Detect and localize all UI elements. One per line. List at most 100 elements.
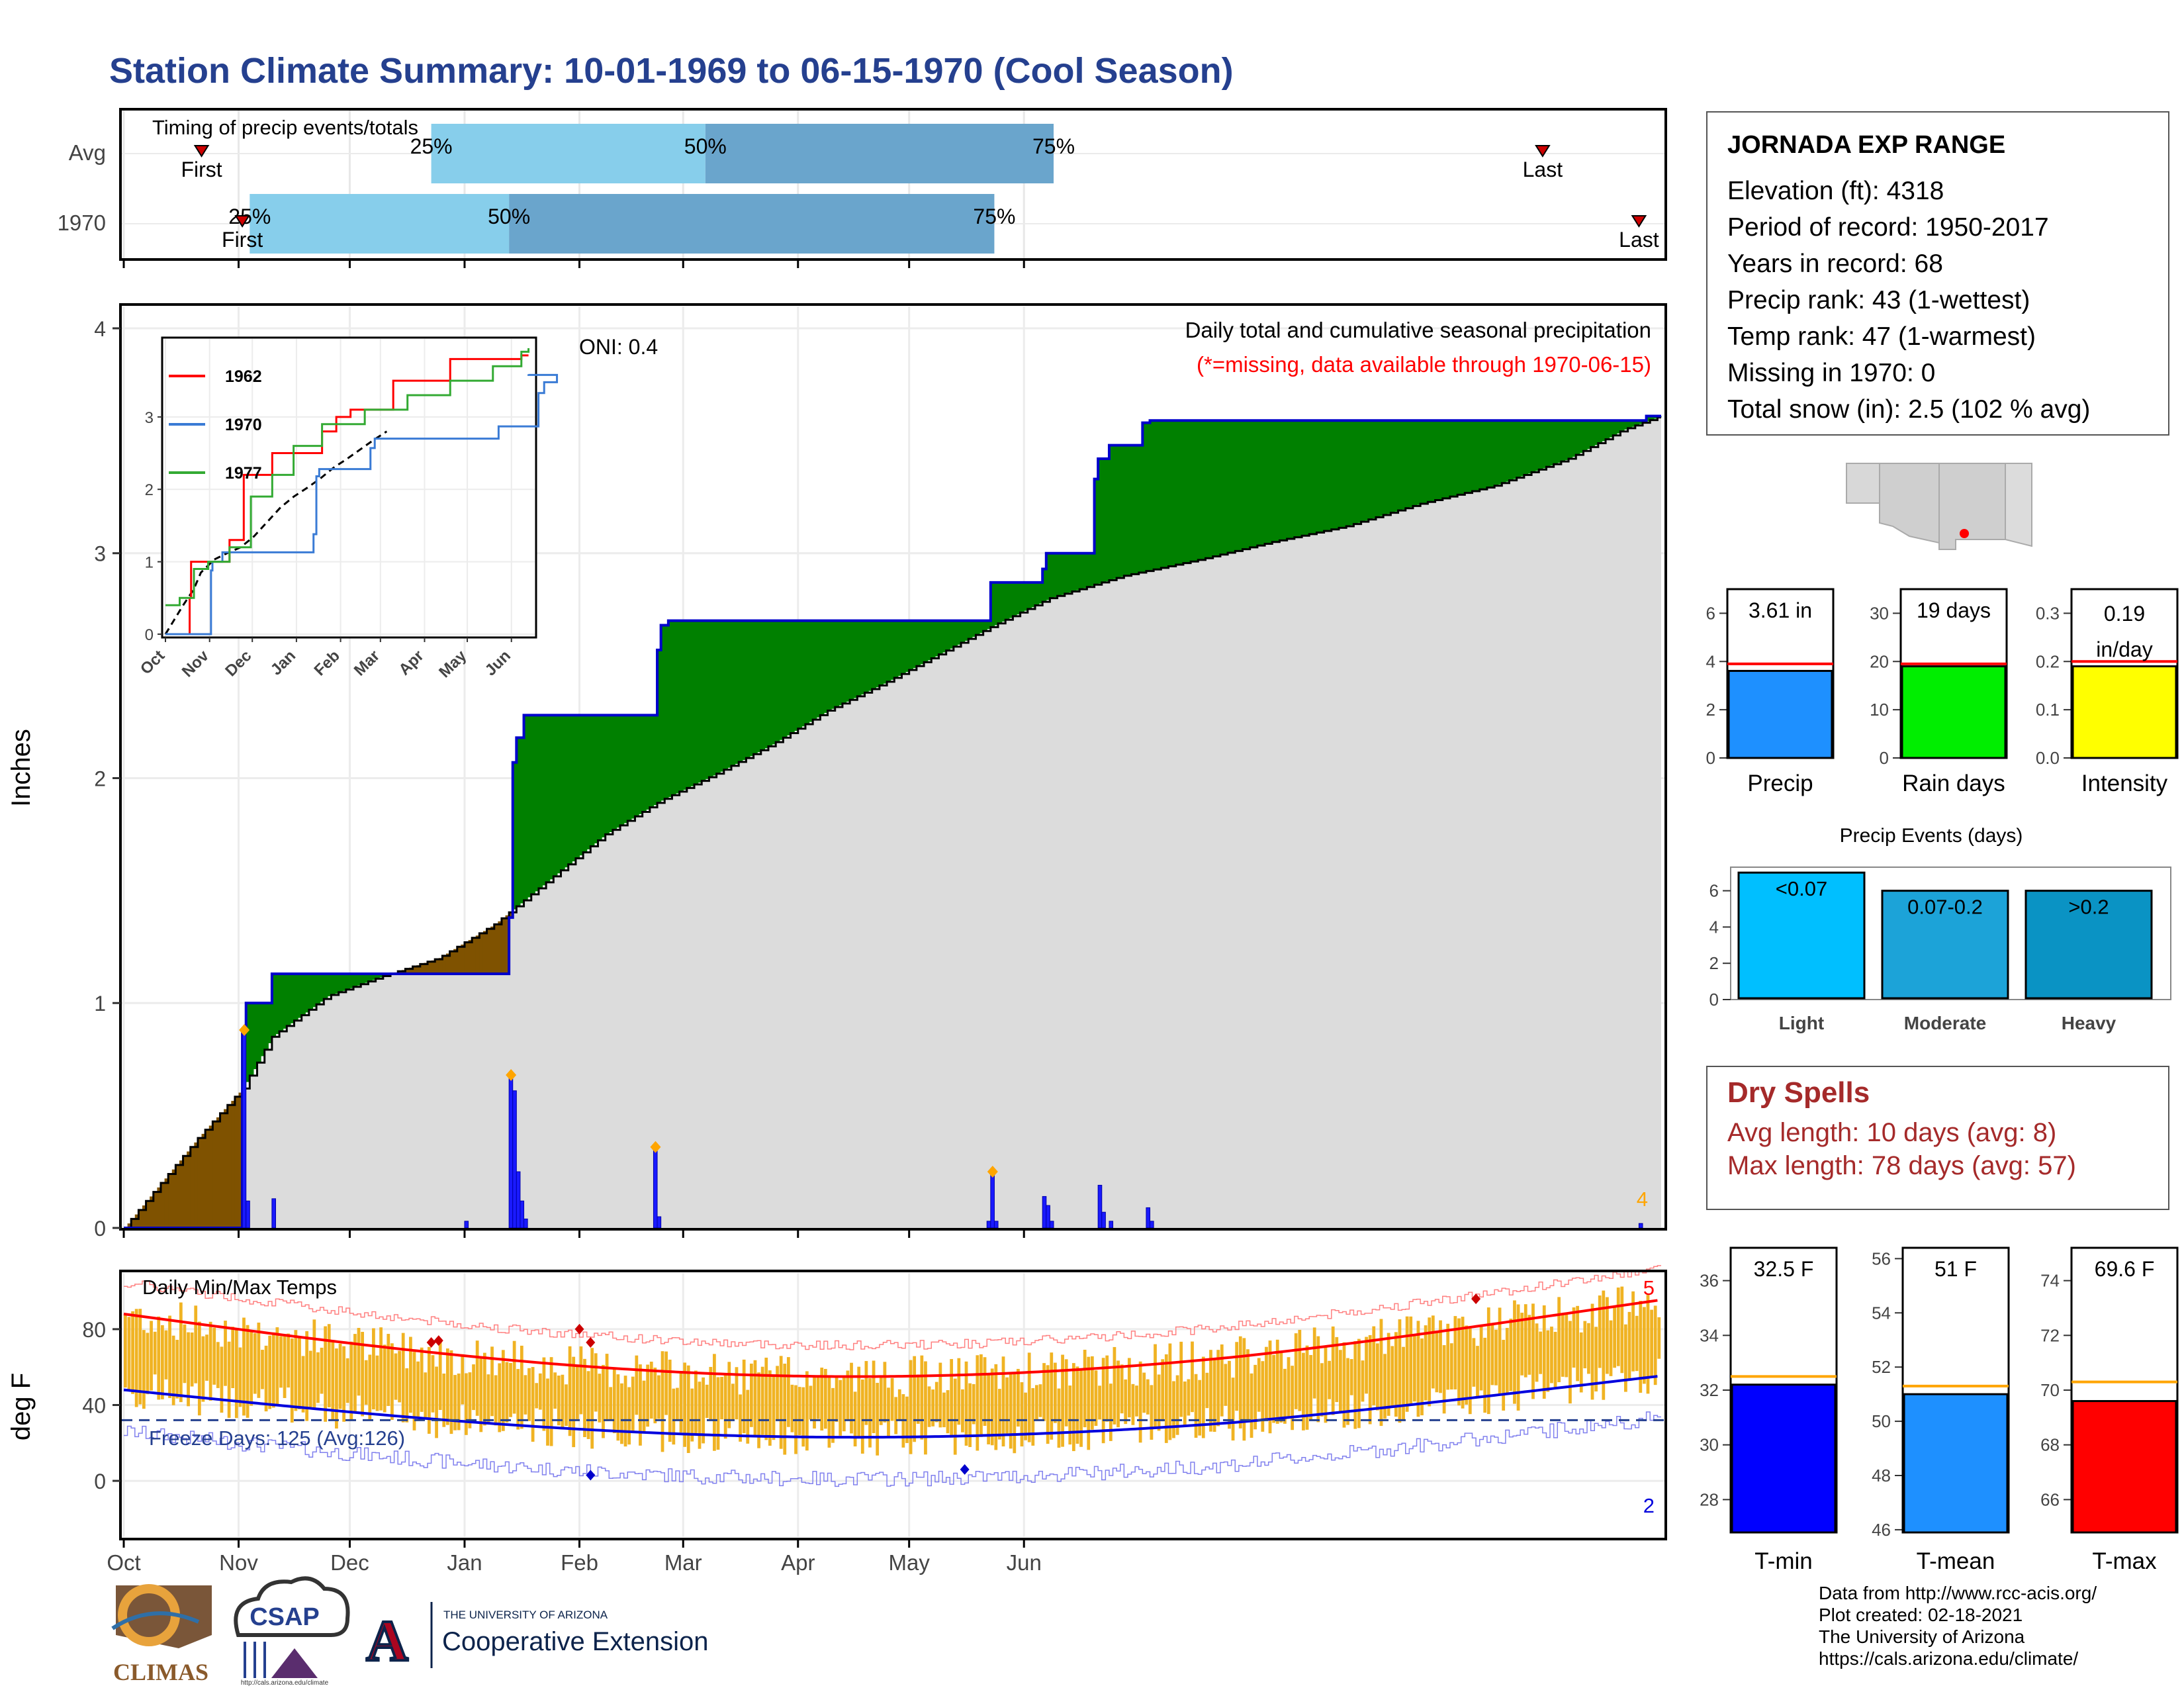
- daily-temp-bar: [809, 1385, 813, 1420]
- surplus-band: [520, 737, 525, 904]
- surplus-band: [1268, 420, 1273, 543]
- daily-temp-bar: [1120, 1364, 1124, 1414]
- daily-temp-bar: [1453, 1316, 1457, 1389]
- daily-temp-bar: [146, 1333, 150, 1395]
- precip-subtitle: Daily total and cumulative seasonal prec…: [1185, 318, 1651, 342]
- deficit-band: [494, 924, 498, 974]
- record-high-marker: [586, 1336, 596, 1348]
- daily-temp-bar: [224, 1321, 227, 1386]
- timing-bar-q25-q50: [431, 124, 705, 183]
- daily-temp-bar: [760, 1366, 764, 1435]
- daily-temp-bar: [627, 1387, 631, 1445]
- surplus-band: [557, 715, 562, 874]
- temp-ytick-label: 80: [82, 1318, 106, 1342]
- credits-url: https://cals.arizona.edu/climate/: [1819, 1648, 2079, 1669]
- csap-logo: CSAP http://cals.arizona.edu/climate: [234, 1576, 350, 1687]
- daily-temp-bar: [1643, 1307, 1646, 1384]
- deficit-band: [212, 1121, 217, 1228]
- daily-temp-bar: [1205, 1372, 1209, 1409]
- surplus-band: [1090, 553, 1095, 586]
- daily-temp-bar: [827, 1376, 831, 1448]
- surplus-band: [1001, 582, 1006, 622]
- daily-temp-bar: [713, 1354, 716, 1451]
- ua-logo: A THE UNIVERSITY OF ARIZONA Cooperative …: [365, 1602, 708, 1675]
- daily-temp-bar: [1009, 1373, 1013, 1449]
- surplus-band: [1238, 420, 1244, 550]
- daily-temp-bar: [320, 1347, 324, 1394]
- daily-temp-bar: [1005, 1377, 1009, 1434]
- daily-temp-bar: [1283, 1368, 1287, 1424]
- surplus-band: [1101, 459, 1106, 583]
- temp-ytick-label: 0: [94, 1470, 106, 1493]
- daily-temp-bar: [298, 1336, 301, 1409]
- surplus-band: [553, 715, 558, 876]
- surplus-band: [657, 649, 662, 803]
- surplus-band: [301, 974, 306, 1015]
- daily-temp-bar: [324, 1326, 328, 1422]
- surplus-band: [1138, 445, 1143, 573]
- station-years: Years in record: 68: [1727, 250, 1943, 278]
- surplus-band: [1305, 420, 1310, 536]
- daily-temp-bar: [639, 1364, 642, 1446]
- daily-temp-bar: [746, 1389, 750, 1444]
- daily-temp-bar: [1127, 1358, 1131, 1418]
- daily-temp-bar: [1387, 1333, 1390, 1416]
- daily-temp-bar: [646, 1364, 650, 1427]
- events-category-label: Heavy: [2062, 1013, 2116, 1033]
- surplus-band: [1653, 416, 1659, 419]
- value-bar: [2071, 665, 2177, 759]
- surplus-band: [549, 715, 554, 880]
- surplus-band: [905, 620, 910, 673]
- deficit-band: [208, 1125, 213, 1228]
- daily-temp-bar: [208, 1321, 212, 1401]
- daily-temp-bar: [783, 1364, 787, 1455]
- surplus-band: [779, 620, 784, 740]
- daily-temp-bar: [1246, 1349, 1250, 1421]
- daily-temp-bar: [850, 1362, 853, 1434]
- daily-temp-bar: [1579, 1332, 1583, 1393]
- bar-value-label: 69.6 F: [2095, 1257, 2155, 1281]
- daily-temp-bar: [1309, 1354, 1312, 1420]
- daily-temp-bar: [890, 1378, 894, 1421]
- surplus-band: [1250, 420, 1254, 547]
- small-ytick-label: 52: [1872, 1357, 1891, 1377]
- surplus-band: [331, 974, 336, 996]
- daily-precip-bar: [1042, 1196, 1047, 1229]
- daily-temp-bar: [1331, 1326, 1335, 1415]
- daily-temp-bar: [772, 1376, 776, 1440]
- deficit-band: [138, 1209, 143, 1228]
- daily-temp-bar: [1342, 1342, 1346, 1428]
- record-max-line: [124, 1265, 1661, 1350]
- daily-temp-bar: [1468, 1328, 1472, 1415]
- daily-temp-bar: [409, 1336, 412, 1413]
- daily-temp-bar: [876, 1383, 880, 1456]
- surplus-band: [1361, 420, 1365, 522]
- deficit-band: [457, 947, 461, 974]
- daily-temp-bar: [972, 1383, 976, 1425]
- inset-ytick-label: 1: [145, 554, 154, 572]
- surplus-band: [879, 620, 884, 686]
- deficit-band: [146, 1201, 150, 1228]
- deficit-band: [131, 1219, 136, 1228]
- surplus-band: [1346, 420, 1351, 526]
- daily-temp-bar: [753, 1360, 757, 1436]
- daily-temp-bar: [1416, 1321, 1420, 1417]
- surplus-band: [1071, 553, 1077, 592]
- surplus-band: [1331, 420, 1336, 530]
- daily-precip-bar: [523, 1218, 528, 1229]
- daily-temp-bar: [1405, 1316, 1409, 1412]
- deficit-band: [134, 1214, 139, 1228]
- events-bar-label: >0.2: [2068, 896, 2109, 919]
- surplus-band: [268, 1003, 273, 1043]
- daily-temp-bar: [1154, 1344, 1157, 1428]
- surplus-band: [946, 620, 950, 651]
- surplus-band: [1535, 420, 1539, 471]
- surplus-band: [1257, 420, 1262, 546]
- daily-temp-bar: [412, 1352, 416, 1430]
- daily-temp-bar: [764, 1357, 768, 1440]
- daily-temp-bar: [453, 1375, 457, 1430]
- daily-temp-bar: [664, 1351, 668, 1415]
- daily-precip-bar: [271, 1198, 277, 1229]
- daily-temp-bar: [757, 1372, 760, 1448]
- daily-temp-bar: [705, 1384, 709, 1419]
